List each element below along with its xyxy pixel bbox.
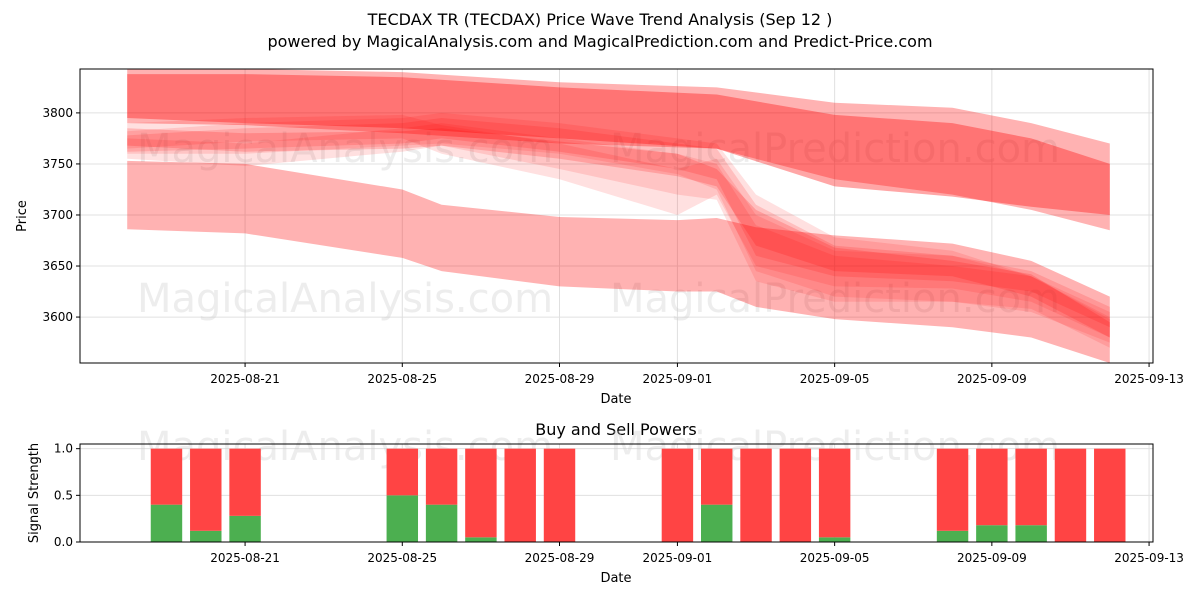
sell-power-bar (779, 448, 812, 542)
price-y-axis-label: Price (15, 200, 30, 232)
signal-bars (150, 448, 1126, 542)
price-x-tick-label: 2025-09-01 (643, 372, 713, 386)
sell-power-bar (150, 448, 183, 505)
buy-power-bar (701, 504, 733, 542)
sell-power-bar (701, 448, 733, 505)
price-y-tick-label: 3750 (42, 157, 73, 171)
price-wave-band-6 (127, 123, 1110, 348)
sell-power-bar (740, 448, 772, 542)
signal-x-axis-label: Date (600, 571, 631, 586)
sell-power-bar (1054, 448, 1087, 542)
price-x-tick-label: 2025-08-29 (525, 372, 595, 386)
sell-power-bar (818, 448, 851, 538)
chart-title: TECDAX TR (TECDAX) Price Wave Trend Anal… (367, 10, 833, 29)
price-wave-band-2 (127, 160, 1110, 363)
chart-subtitle: powered by MagicalAnalysis.com and Magic… (267, 32, 932, 51)
signal-y-tick-label: 0.5 (54, 488, 73, 502)
price-x-tick-label: 2025-09-13 (1114, 372, 1184, 386)
signal-x-tick-label: 2025-09-05 (800, 551, 870, 565)
price-y-tick-label: 3800 (42, 106, 73, 120)
sell-power-bar (1094, 448, 1126, 542)
price-wave-band-3 (127, 112, 1110, 343)
price-wave-band-7 (127, 128, 1110, 338)
sell-power-bar (190, 448, 222, 531)
sell-power-bar (425, 448, 458, 505)
price-y-tick-label: 3600 (42, 310, 73, 324)
buy-power-bar (976, 525, 1008, 542)
price-wave-band-0 (127, 69, 1110, 231)
price-watermarks: MagicalAnalysis.com MagicalPrediction.co… (137, 126, 1060, 322)
price-wave-band-1 (127, 74, 1110, 215)
signal-x-tick-label: 2025-09-01 (643, 551, 713, 565)
sell-power-bar (976, 448, 1008, 526)
buy-power-bar (465, 537, 497, 542)
buy-power-bar (425, 504, 458, 542)
watermark-prediction-top: MagicalPrediction.com (610, 126, 1060, 172)
price-y-tick-label: 3650 (42, 259, 73, 273)
watermark-analysis-top: MagicalAnalysis.com (137, 126, 553, 172)
sell-power-bar (1015, 448, 1047, 526)
signal-y-axis-label: Signal Strength (27, 443, 42, 543)
price-grid (80, 69, 1153, 363)
watermark-analysis-mid: MagicalAnalysis.com (137, 276, 553, 322)
buy-power-bar (229, 515, 261, 542)
signal-y-tick-label: 1.0 (54, 442, 73, 456)
sell-power-bar (661, 448, 694, 542)
signal-plot-title: Buy and Sell Powers (535, 420, 697, 439)
price-y-ticks: 3600 3650 3700 3750 3800 (42, 106, 80, 324)
price-x-ticks: 2025-08-21 2025-08-25 2025-08-29 2025-09-01… (210, 363, 1184, 386)
price-x-axis-label: Date (600, 392, 631, 407)
price-plot-area (80, 69, 1153, 363)
price-x-tick-label: 2025-08-21 (210, 372, 280, 386)
sell-power-bar (936, 448, 969, 531)
price-plot-frame (79, 68, 1154, 364)
price-plot: MagicalAnalysis.com MagicalPrediction.co… (15, 68, 1184, 407)
price-x-tick-label: 2025-09-05 (800, 372, 870, 386)
sell-power-bar (465, 448, 497, 538)
price-bands (127, 69, 1110, 363)
signal-y-tick-label: 0.0 (54, 535, 73, 549)
signal-x-tick-label: 2025-08-25 (367, 551, 437, 565)
price-y-tick-label: 3700 (42, 208, 73, 222)
price-x-tick-label: 2025-09-09 (957, 372, 1027, 386)
sell-power-bar (229, 448, 261, 516)
buy-power-bar (150, 504, 183, 542)
signal-x-tick-label: 2025-09-13 (1114, 551, 1184, 565)
signal-x-tick-label: 2025-09-09 (957, 551, 1027, 565)
sell-power-bar (543, 448, 576, 542)
price-wave-band-5 (127, 114, 1110, 338)
watermark-prediction-mid: MagicalPrediction.com (610, 276, 1060, 322)
sell-power-bar (386, 448, 419, 496)
signal-x-tick-label: 2025-08-29 (525, 551, 595, 565)
signal-x-tick-label: 2025-08-21 (210, 551, 280, 565)
buy-power-bar (386, 495, 419, 542)
signal-plot-frame (79, 443, 1154, 543)
buy-power-bar (1015, 525, 1047, 542)
buy-power-bar (818, 537, 851, 542)
buy-power-bar (936, 530, 969, 542)
price-x-tick-label: 2025-08-25 (367, 372, 437, 386)
signal-y-ticks: 0.0 0.5 1.0 (54, 442, 80, 549)
price-wave-band-4 (127, 118, 1110, 328)
signal-plot: Buy and Sell Powers MagicalAnalysis.com … (27, 420, 1184, 586)
sell-power-bar (504, 448, 536, 542)
signal-x-ticks: 2025-08-21 2025-08-25 2025-08-29 2025-09-01… (210, 542, 1184, 565)
buy-power-bar (190, 530, 222, 542)
